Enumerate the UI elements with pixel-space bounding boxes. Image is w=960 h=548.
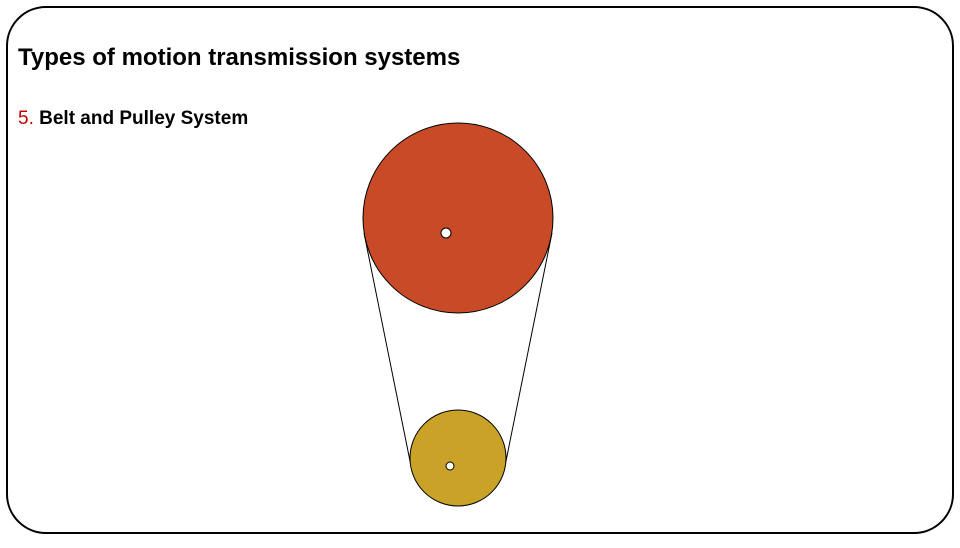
small-pulley-hub	[446, 462, 454, 470]
belt-pulley-diagram	[8, 8, 960, 548]
large-pulley	[363, 123, 553, 313]
slide-frame: Types of motion transmission systems 5. …	[6, 6, 954, 534]
large-pulley-hub	[441, 228, 451, 238]
small-pulley	[410, 410, 506, 506]
